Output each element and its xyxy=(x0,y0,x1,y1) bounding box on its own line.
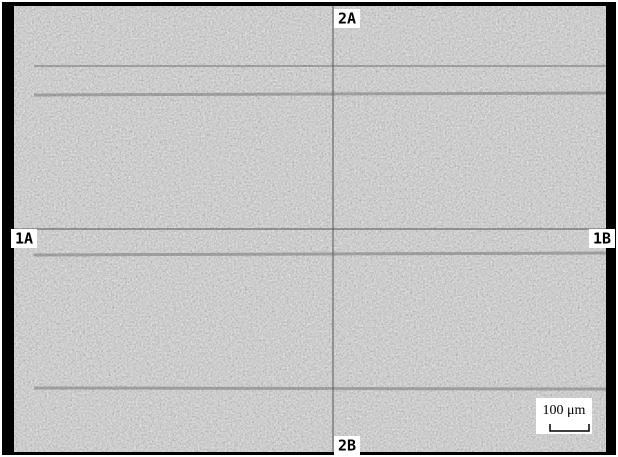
label-left: 1A xyxy=(15,230,33,248)
page: 2A 2B 1A 1B 100 μm (() => { const data =… xyxy=(0,0,618,457)
scale-bar-label: 100 μm xyxy=(543,403,586,418)
label-bottom: 2B xyxy=(338,437,356,455)
micrograph: 2A 2B 1A 1B 100 μm xyxy=(0,0,618,457)
label-top: 2A xyxy=(338,10,356,28)
label-right: 1B xyxy=(593,230,611,248)
